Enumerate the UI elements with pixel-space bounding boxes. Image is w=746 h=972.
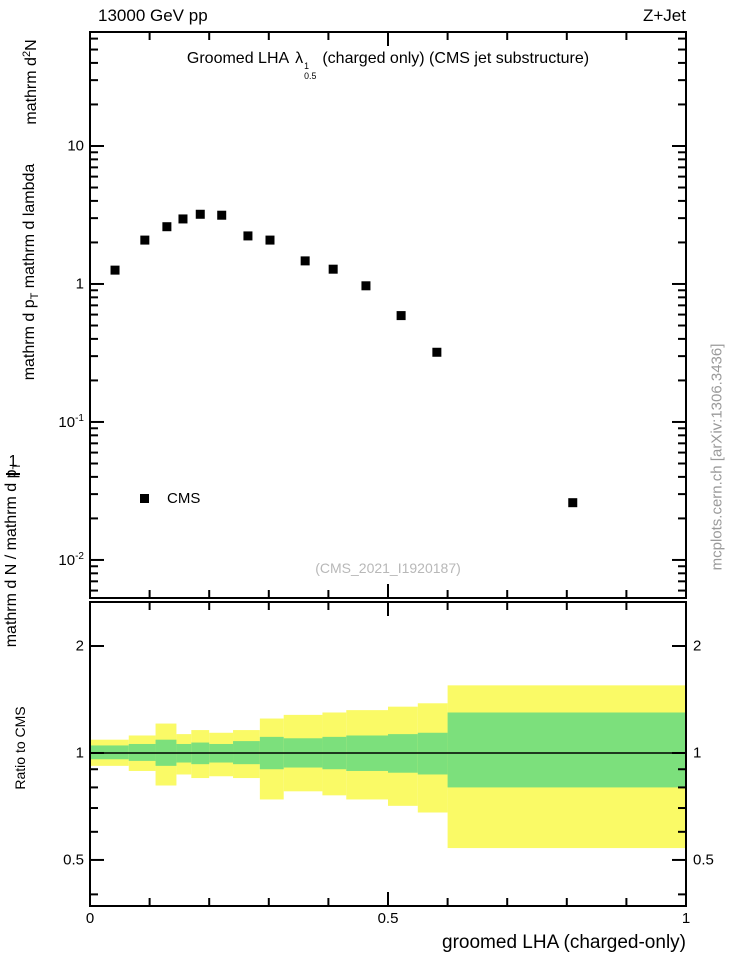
data-point — [140, 235, 150, 245]
main-y-tick-label: 1 — [75, 275, 84, 293]
data-point — [195, 209, 205, 219]
lambda-subscript: 0.5 — [304, 71, 317, 81]
data-point — [110, 265, 120, 275]
main-y-tick-label: 10-1 — [58, 412, 84, 431]
legend-label: CMS — [167, 490, 201, 507]
data-point — [396, 311, 406, 321]
analysis-id-watermark: (CMS_2021_I1920187) — [315, 560, 461, 576]
ratio-y-tick-label-right: 0.5 — [693, 851, 714, 869]
ratio-y-tick-label-right: 1 — [693, 744, 702, 762]
header-process: Z+Jet — [643, 6, 686, 25]
ratio-axis-label: Ratio to CMS — [12, 706, 28, 790]
ratio-y-tick-label-left: 0.5 — [63, 851, 84, 869]
data-point — [217, 210, 227, 220]
data-point — [265, 235, 275, 245]
lambda-symbol: λ 1 0.5 — [295, 50, 317, 81]
data-point — [568, 498, 578, 508]
uncertainty-band-inner — [447, 712, 686, 788]
x-tick-label: 0.5 — [377, 910, 399, 927]
x-tick-label: 0 — [85, 910, 95, 927]
main-panel-frame — [89, 31, 687, 599]
data-point — [361, 281, 371, 291]
data-point — [162, 222, 172, 232]
legend-marker-square — [140, 494, 149, 503]
mcplots-watermark: mcplots.cern.ch [arXiv:1306.3436] — [708, 343, 726, 571]
data-point — [178, 214, 188, 224]
data-point — [328, 264, 338, 274]
main-y-tick-label: 10-2 — [58, 550, 84, 569]
data-point — [432, 347, 442, 357]
title-suffix: (charged only) (CMS jet substructure) — [322, 50, 590, 67]
title-prefix: Groomed LHA — [186, 50, 290, 67]
ratio-y-tick-label-left: 1 — [75, 744, 84, 762]
x-tick-label: 1 — [681, 910, 691, 927]
lambda-superscript: 1 — [304, 61, 310, 71]
header-energy: 13000 GeV pp — [98, 6, 208, 25]
x-axis-title: groomed LHA (charged-only) — [442, 932, 686, 953]
y-axis-label-numerator: mathrm d2N — [20, 39, 41, 125]
y-axis-label-frac-denominator: mathrm d N / mathrm d pT — [2, 462, 24, 648]
ratio-y-tick-label-left: 2 — [75, 637, 84, 655]
legend: CMS — [140, 490, 200, 507]
ratio-y-tick-label-right: 2 — [693, 637, 702, 655]
y-axis-label-frac-bar — [6, 473, 20, 475]
y-axis-label-frac-numerator: 1 — [8, 453, 18, 470]
data-point — [300, 256, 310, 266]
data-point — [243, 231, 253, 241]
y-axis-label-denominator: mathrm d pT mathrm d lambda — [20, 163, 42, 381]
main-y-tick-label: 10 — [67, 137, 84, 155]
plot-title: Groomed LHA λ 1 0.5 (charged only) (CMS je… — [187, 50, 589, 81]
